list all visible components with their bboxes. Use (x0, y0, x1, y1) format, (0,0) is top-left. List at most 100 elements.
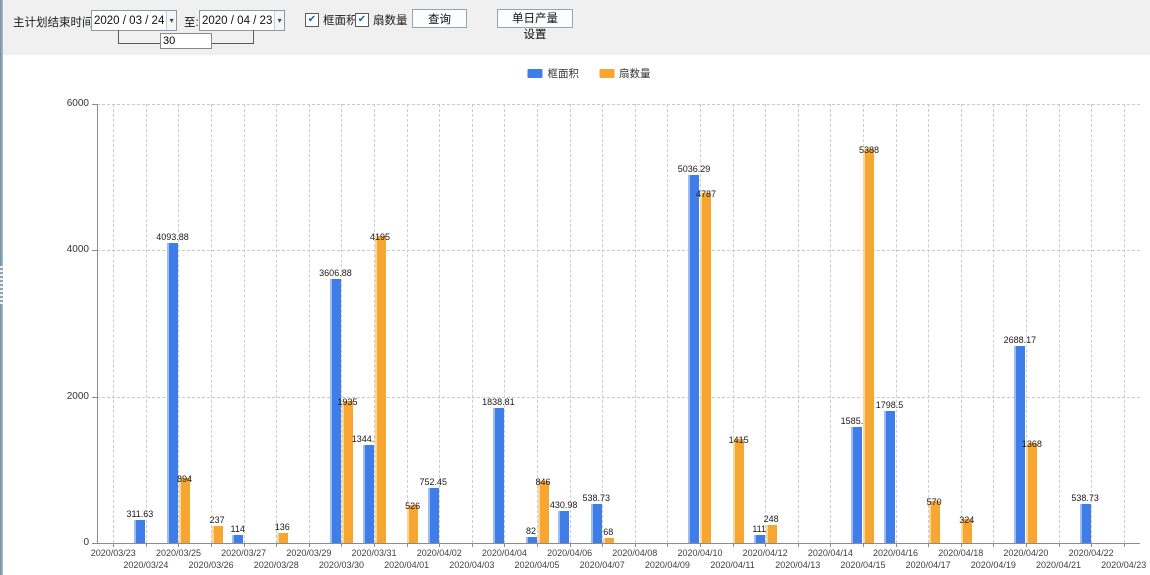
bar-value-label: 136 (274, 522, 290, 533)
bar-fan-count (407, 504, 419, 543)
bar-value-label: 111 (752, 523, 767, 534)
bar-frame-area (688, 174, 700, 543)
gridline-vertical (471, 104, 473, 543)
checkbox-frame-area[interactable]: ✔ 框面积 (305, 12, 358, 28)
gridline-vertical (1091, 104, 1093, 543)
checkmark-icon: ✔ (355, 13, 369, 27)
x-axis-tick (145, 543, 147, 547)
bar-fan-count (1026, 442, 1038, 543)
gridline-vertical (211, 104, 213, 543)
bar-frame-area (558, 511, 570, 543)
bar-value-label: 311.63 (126, 509, 154, 520)
x-axis-tick (765, 543, 767, 547)
gridline-vertical (537, 104, 539, 543)
x-tick-label: 2020/04/04 (481, 548, 527, 558)
plan-end-time-label: 主计划结束时间: (13, 17, 97, 29)
connector-line (118, 43, 160, 44)
x-tick-label: 2020/04/22 (1068, 548, 1114, 558)
chevron-down-icon[interactable]: ▾ (274, 11, 284, 30)
gridline-vertical (732, 104, 734, 543)
x-tick-label: 2020/04/09 (644, 560, 690, 570)
legend-item-frame-area[interactable]: 框面积 (527, 66, 579, 81)
bar-value-label: 526 (405, 500, 421, 511)
query-button[interactable]: 查询 (412, 9, 467, 28)
bar-fan-count (733, 439, 745, 543)
gridline-vertical (602, 104, 604, 543)
legend-item-fan-count[interactable]: 扇数量 (599, 66, 651, 81)
gridline-horizontal (97, 396, 1140, 398)
x-tick-label: 2020/04/01 (384, 560, 430, 570)
bar-value-label: 1838.81 (482, 397, 515, 408)
gridline-vertical (1058, 104, 1060, 543)
bar-fan-count (276, 533, 288, 543)
bar-frame-area (753, 534, 765, 543)
bar-fan-count (928, 501, 940, 543)
bar-value-label: 752.45 (419, 476, 447, 487)
gridline-vertical (178, 104, 180, 543)
gridline-vertical (634, 104, 636, 543)
gridline-vertical (406, 104, 408, 543)
days-input[interactable] (160, 33, 212, 49)
gridline-vertical (830, 104, 832, 543)
bar-value-label: 1585.96 (840, 415, 874, 426)
to-label: 至: (184, 17, 199, 29)
bar-fan-count (537, 481, 549, 543)
bar-frame-area (232, 534, 244, 543)
x-axis-tick (211, 543, 213, 547)
x-axis-tick (406, 543, 408, 547)
bar-frame-area (525, 537, 537, 543)
x-axis-tick (830, 543, 832, 547)
x-axis-tick (341, 543, 343, 547)
x-axis-tick (113, 543, 115, 547)
start-date-value: 2020 / 03 / 24 (94, 14, 165, 27)
x-tick-label: 2020/03/25 (155, 548, 201, 558)
gridline-vertical (765, 104, 767, 543)
gridline-vertical (667, 104, 669, 543)
x-axis-tick (699, 543, 701, 547)
x-axis-tick (960, 543, 962, 547)
y-axis-tick (92, 396, 97, 398)
chevron-down-icon[interactable]: ▾ (166, 11, 176, 30)
chart-legend: 框面积 扇数量 (527, 66, 651, 81)
daily-output-settings-button[interactable]: 单日产量设置 (497, 9, 573, 41)
bar-frame-area (329, 279, 341, 543)
y-tick-label: 4000 (66, 244, 89, 256)
x-axis-tick (471, 543, 473, 547)
x-tick-label: 2020/03/26 (188, 560, 234, 570)
x-axis-tick (537, 543, 539, 547)
bar-fan-count (211, 525, 223, 543)
bar-value-label: 5388 (858, 144, 879, 155)
gridline-vertical (243, 104, 245, 543)
legend-swatch-orange (599, 69, 614, 78)
x-axis-tick (602, 543, 604, 547)
gridline-vertical (928, 104, 930, 543)
x-tick-label: 2020/03/31 (351, 548, 397, 558)
bar-value-label: 570 (926, 497, 942, 508)
y-axis-tick (92, 250, 97, 252)
bar-value-label: 1415 (728, 435, 749, 446)
end-date-picker[interactable]: 2020 / 04 / 23 ▾ (199, 10, 285, 31)
x-axis-tick (243, 543, 245, 547)
x-tick-label: 2020/04/05 (514, 560, 560, 570)
start-date-picker[interactable]: 2020 / 03 / 24 ▾ (91, 10, 177, 31)
bar-value-label: 1344.95 (351, 433, 385, 444)
bar-value-label: 68 (603, 527, 614, 538)
bar-fan-count (178, 477, 190, 543)
x-tick-label: 2020/04/21 (1035, 560, 1082, 570)
y-tick-label: 2000 (66, 390, 89, 402)
bar-frame-area (590, 503, 602, 543)
x-axis-tick (504, 543, 506, 547)
gridline-vertical (308, 104, 310, 543)
gridline-horizontal (97, 104, 1140, 105)
gridline-vertical (797, 104, 799, 543)
bar-value-label: 538.73 (582, 492, 610, 503)
splitter-handle[interactable] (0, 266, 3, 304)
x-axis-tick (862, 543, 864, 547)
x-tick-label: 2020/04/13 (775, 560, 821, 570)
bar-frame-area (1079, 503, 1091, 543)
bar-value-label: 2688.17 (1003, 335, 1037, 346)
checkbox-fan-count[interactable]: ✔ 扇数量 (355, 12, 408, 28)
gridline-vertical (895, 104, 897, 543)
